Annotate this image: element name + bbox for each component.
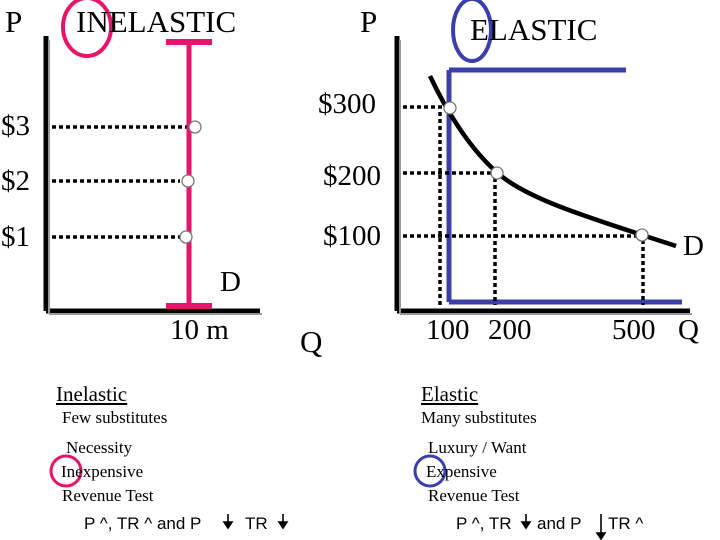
inelastic-price-3: $3 [1, 110, 30, 142]
elastic-points [443, 101, 649, 242]
elastic-quantity-200: 200 [488, 314, 532, 346]
inelastic-point-3 [188, 120, 202, 134]
elastic-note-highlight [413, 454, 447, 488]
elastic-down-arrows [520, 514, 607, 540]
inelastic-price-2: $2 [1, 165, 30, 197]
elastic-guides [403, 105, 645, 305]
elastic-point-100 [635, 228, 649, 242]
elastic-price-200: $200 [323, 160, 381, 192]
elastic-revenue-box [446, 67, 682, 305]
inelastic-quantity-label: 10 m [170, 314, 229, 346]
inelastic-axis-p-label: P [5, 4, 23, 39]
inelastic-note-highlight [49, 454, 83, 488]
elastic-price-300: $300 [318, 88, 376, 120]
elastic-demand-curve [427, 75, 677, 249]
elastic-note-3: Expensive [426, 462, 497, 481]
elastic-demand-label: D [683, 230, 704, 262]
elastic-note-2: Luxury / Want [428, 438, 527, 457]
inelastic-title: INELASTIC [76, 4, 237, 39]
inelastic-note-2: Necessity [66, 438, 133, 457]
inelastic-points [179, 120, 202, 244]
elastic-notes-heading: Elastic [421, 382, 479, 406]
inelastic-note-1: Few substitutes [62, 408, 168, 427]
down-arrow-icon [277, 514, 289, 530]
elastic-note-4: Revenue Test [428, 486, 520, 505]
elastic-note-1: Many substitutes [421, 408, 537, 427]
elastic-axes [394, 36, 692, 315]
inelastic-letter-highlight [61, 0, 113, 58]
inelastic-point-1 [179, 230, 193, 244]
elastic-title: ELASTIC [470, 12, 598, 47]
inelastic-axes [43, 36, 262, 315]
inelastic-note-4: Revenue Test [62, 486, 154, 505]
elastic-point-300 [443, 101, 457, 115]
inelastic-demand-label: D [220, 266, 241, 298]
inelastic-point-2 [181, 174, 195, 188]
elastic-price-100: $100 [323, 220, 381, 252]
inelastic-revenue-rule-part-1: P ^, TR ^ and P [84, 514, 202, 533]
elastic-axis-q-label: Q [300, 324, 323, 359]
elastic-axis-p-label: P [360, 4, 378, 39]
down-arrow-icon [222, 514, 234, 530]
elastic-letter-highlight [451, 0, 493, 63]
elastic-quantity-100: 100 [426, 314, 470, 346]
elastic-revenue-rule-part-1: P ^, TR [456, 514, 512, 533]
down-arrow-icon [595, 514, 607, 540]
elastic-revenue-rule-part-2: and P [537, 514, 582, 533]
elastic-revenue-rule-part-3: TR ^ [608, 514, 644, 533]
inelastic-notes-heading: Inelastic [56, 382, 128, 406]
elastic-quantity-axis-end: Q [678, 314, 699, 346]
inelastic-revenue-rule-part-2: TR [245, 514, 268, 533]
elastic-point-200 [490, 166, 504, 180]
down-arrow-icon [520, 514, 532, 530]
inelastic-demand-curve [166, 39, 212, 309]
inelastic-price-guides [52, 125, 190, 239]
inelastic-price-1: $1 [1, 221, 30, 253]
elastic-quantity-500: 500 [612, 314, 656, 346]
inelastic-down-arrows [222, 514, 289, 530]
inelastic-note-3: Inexpensive [61, 462, 144, 481]
